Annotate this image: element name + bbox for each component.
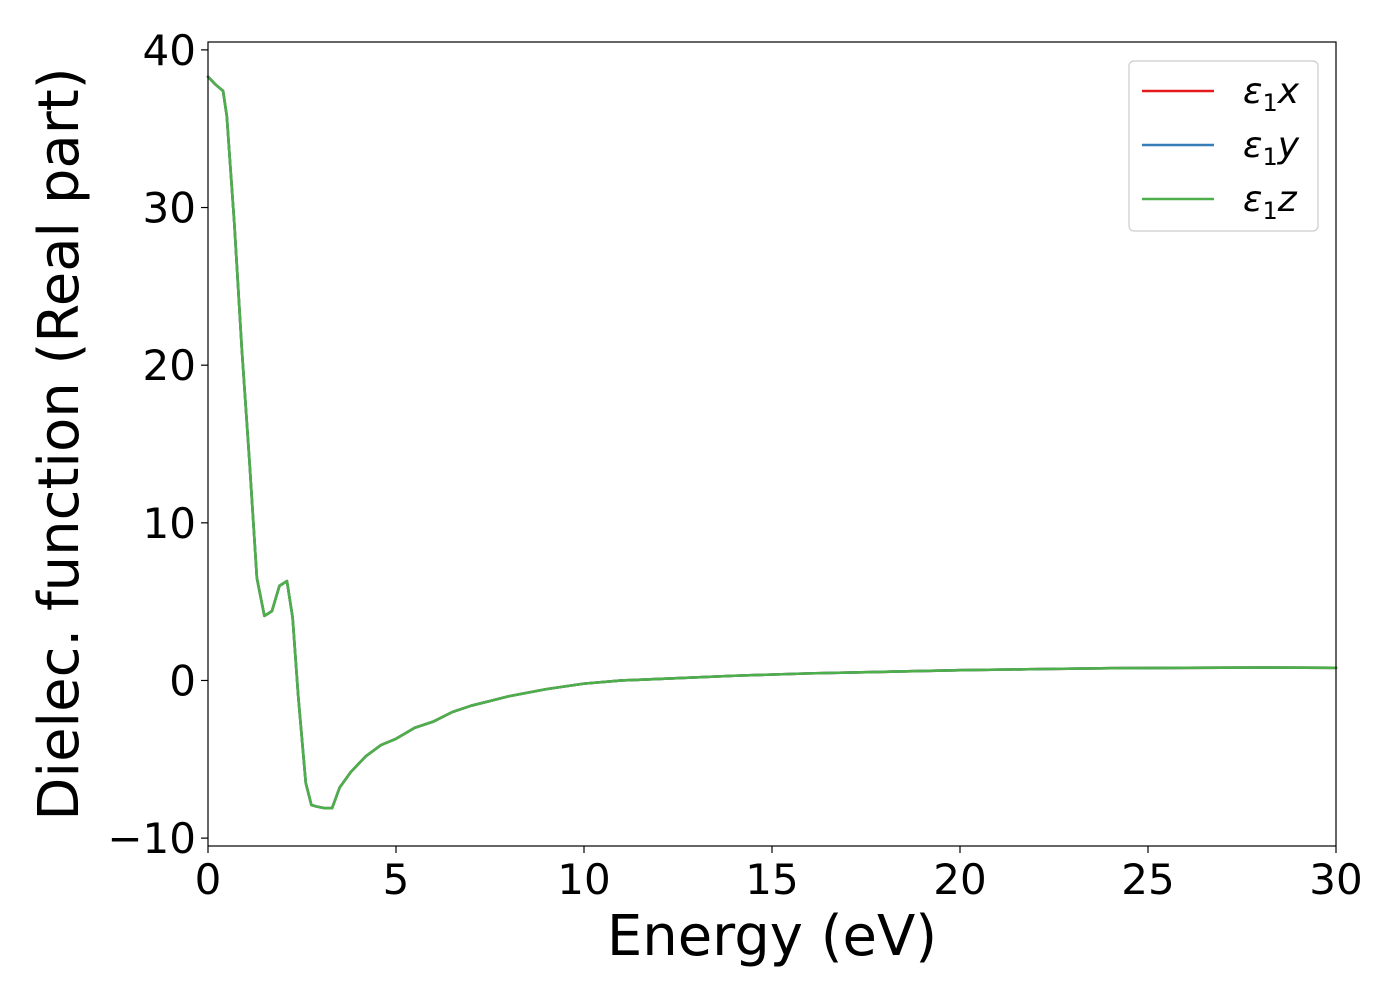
x-tick-label: 30 xyxy=(1309,855,1362,904)
x-tick-label: 5 xyxy=(383,855,410,904)
legend-item-z: ε1z xyxy=(1142,179,1298,225)
legend-label: ε1y xyxy=(1243,125,1300,171)
series-line-z xyxy=(206,75,1338,810)
legend-label: ε1z xyxy=(1243,179,1298,225)
legend-item-y: ε1y xyxy=(1142,125,1300,171)
legend-subscript: 1 xyxy=(1262,143,1277,171)
legend-subscript: 1 xyxy=(1262,89,1277,117)
x-tick-label: 15 xyxy=(745,855,798,904)
x-tick-label: 10 xyxy=(557,855,610,904)
series-lines xyxy=(206,75,1338,810)
legend-label: ε1x xyxy=(1243,71,1300,117)
y-tick-label: −10 xyxy=(107,814,196,863)
y-tick-label: 30 xyxy=(143,184,196,233)
legend-component: z xyxy=(1277,179,1298,220)
y-axis-title: Dielec. function (Real part) xyxy=(27,67,92,820)
legend-subscript: 1 xyxy=(1262,197,1277,225)
x-axis-title: Energy (eV) xyxy=(607,904,937,969)
legend-symbol: ε xyxy=(1243,71,1262,112)
x-tick-label: 25 xyxy=(1121,855,1174,904)
x-tick-label: 20 xyxy=(933,855,986,904)
x-tick-label: 0 xyxy=(195,855,222,904)
legend-symbol: ε xyxy=(1243,179,1262,220)
y-tick-label: 10 xyxy=(143,499,196,548)
legend-component: x xyxy=(1277,71,1300,112)
legend-symbol: ε xyxy=(1243,125,1262,166)
legend-box xyxy=(1128,60,1319,232)
y-tick-label: 0 xyxy=(169,656,196,705)
y-tick-label: 40 xyxy=(143,26,196,75)
y-tick-label: 20 xyxy=(143,341,196,390)
legend-item-x: ε1x xyxy=(1142,71,1300,117)
legend-component: y xyxy=(1277,125,1300,166)
